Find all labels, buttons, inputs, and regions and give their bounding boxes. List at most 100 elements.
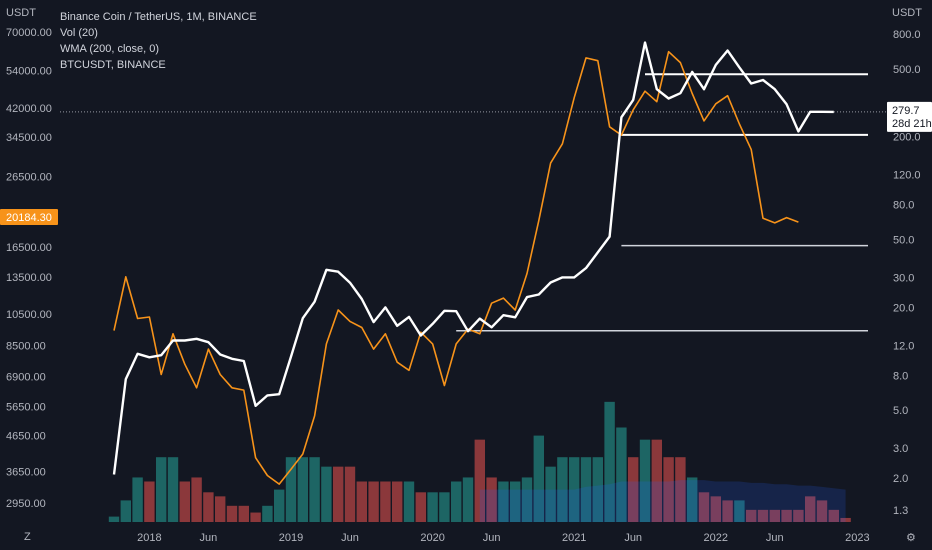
btc-price-label: 20184.30 — [6, 212, 52, 224]
btc-price-tag: 20184.30 — [0, 208, 58, 225]
volume-bar — [533, 435, 544, 522]
left-tick-label: 5650.00 — [6, 401, 46, 413]
volume-bar — [415, 492, 426, 522]
volume-bar — [285, 457, 297, 522]
left-tick-label: 3650.00 — [6, 466, 46, 478]
volume-bar — [392, 481, 403, 522]
left-tick-label: 6900.00 — [6, 372, 46, 384]
time-axis: 2018 Jun 2019 Jun 2020 Jun 2021 Jun 2022 Jun 2023 — [137, 532, 869, 544]
volume-bar — [734, 500, 745, 522]
volume-bar — [451, 481, 462, 522]
volume-bar — [710, 496, 721, 522]
legend-title: Binance Coin / TetherUS, 1M, BINANCE — [60, 11, 257, 23]
bnb-series-line — [112, 41, 834, 475]
volume-bar — [510, 481, 521, 522]
volume-bar — [309, 457, 320, 522]
horizontal-levels — [456, 73, 868, 332]
volume-bar — [274, 489, 285, 522]
settings-icon[interactable]: ⚙ — [906, 532, 916, 544]
volume-bar — [722, 500, 733, 522]
right-tick-label: 50.0 — [893, 234, 914, 246]
volume-bar — [179, 481, 190, 522]
volume-bar — [580, 457, 592, 522]
volume-bar — [439, 492, 450, 522]
right-tick-label: 200.0 — [893, 132, 921, 144]
volume-bar — [427, 492, 438, 522]
volume-bar — [545, 466, 556, 522]
volume-bar — [333, 466, 344, 522]
right-tick-label: 800.0 — [893, 29, 921, 41]
bnb-line — [112, 41, 834, 475]
time-tick-label: 2019 — [279, 532, 303, 544]
right-axis: USDT 800.0 500.0 200.0 120.0 80.0 50.0 30.0 20.… — [892, 7, 922, 517]
volume-bar — [238, 505, 249, 522]
left-tick-label: 26500.00 — [6, 171, 52, 183]
volume-bar — [816, 500, 828, 522]
left-tick-label: 42000.00 — [6, 103, 52, 115]
volume-bar — [250, 512, 261, 522]
right-tick-label: 120.0 — [893, 170, 921, 182]
bnb-price-tag: 279.7 28d 21h — [887, 101, 932, 132]
volume-bar — [226, 505, 238, 522]
volume-bar — [687, 477, 698, 522]
volume-bar — [628, 457, 639, 522]
left-tick-label: 54000.00 — [6, 66, 52, 78]
time-tick-label: Jun — [624, 532, 642, 544]
volume-bar — [840, 517, 851, 522]
volume-bar — [757, 509, 769, 522]
volume-bar — [486, 477, 497, 522]
right-tick-label: 5.0 — [893, 405, 908, 417]
volume-bar — [663, 457, 674, 522]
volume-bar — [616, 427, 627, 522]
volume-bar — [191, 477, 202, 522]
volume-bar — [262, 505, 273, 522]
wma-band — [479, 480, 846, 522]
time-tick-label: 2018 — [137, 532, 161, 544]
right-tick-label: 80.0 — [893, 200, 914, 212]
volume-bar — [793, 509, 804, 522]
volume-bar — [746, 509, 757, 522]
volume-bar — [474, 439, 485, 522]
left-tick-label: 2950.00 — [6, 498, 46, 510]
legend: Binance Coin / TetherUS, 1M, BINANCE Vol… — [60, 11, 257, 71]
wma-area — [479, 480, 846, 522]
left-axis: USDT 70000.00 54000.00 42000.00 34500.00 265… — [6, 7, 52, 510]
volume-bar — [698, 492, 710, 522]
left-tick-label: 4650.00 — [6, 430, 46, 442]
right-tick-label: 20.0 — [893, 302, 914, 314]
time-tick-label: 2020 — [420, 532, 444, 544]
time-tick-label: Jun — [483, 532, 501, 544]
volume-bar — [557, 457, 568, 522]
auto-scale-button[interactable]: Z — [24, 531, 31, 543]
left-tick-label: 16500.00 — [6, 242, 52, 254]
volume-bar — [108, 516, 120, 522]
btc-line — [113, 50, 799, 485]
volume-bar — [144, 481, 155, 522]
left-tick-label: 8500.00 — [6, 341, 46, 353]
left-tick-label: 70000.00 — [6, 27, 52, 39]
time-tick-label: 2021 — [562, 532, 586, 544]
volume-bar — [781, 509, 792, 522]
volume-bar — [805, 496, 816, 522]
volume-bar — [675, 457, 686, 522]
time-tick-label: 2023 — [845, 532, 869, 544]
volume-bar — [569, 457, 580, 522]
volume-bar — [498, 481, 509, 522]
volume-bar — [462, 477, 474, 522]
time-tick-label: 2022 — [704, 532, 728, 544]
volume-bar — [380, 481, 391, 522]
right-axis-unit: USDT — [892, 7, 922, 19]
right-tick-label: 12.0 — [893, 340, 914, 352]
volume-bar — [604, 401, 615, 522]
volume-bar — [344, 466, 356, 522]
volume-bar — [368, 481, 379, 522]
volume-bar — [769, 509, 780, 522]
right-tick-label: 3.0 — [893, 443, 908, 455]
right-tick-label: 8.0 — [893, 370, 908, 382]
legend-vol: Vol (20) — [60, 27, 98, 39]
volume-bar — [120, 500, 131, 522]
bnb-price-label: 279.7 — [892, 105, 920, 117]
legend-wma: WMA (200, close, 0) — [60, 43, 159, 55]
volume-bar — [521, 477, 533, 522]
